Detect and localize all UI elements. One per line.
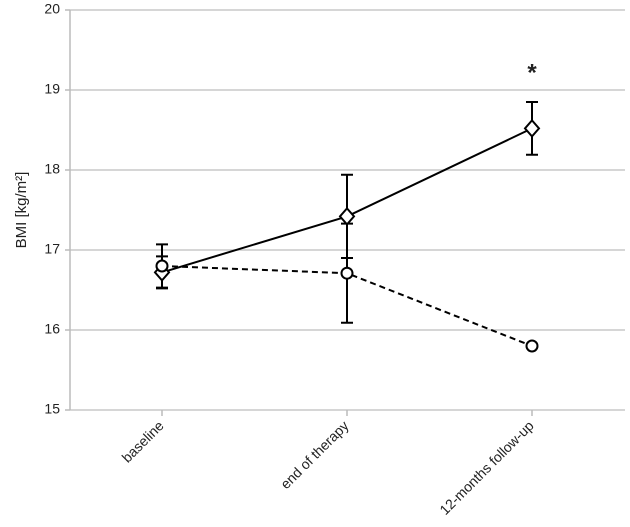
y-tick-label: 16	[44, 321, 60, 337]
x-tick-label: 12-months follow-up	[436, 417, 537, 518]
y-tick-label: 15	[44, 401, 60, 417]
marker	[155, 259, 169, 273]
y-tick-label: 20	[44, 1, 60, 17]
marker	[525, 339, 539, 353]
annotation: *	[527, 59, 537, 86]
y-tick-label: 19	[44, 81, 60, 97]
y-tick-label: 18	[44, 161, 60, 177]
y-tick-label: 17	[44, 241, 60, 257]
x-tick-label: end of therapy	[277, 417, 352, 492]
y-axis-label: BMI [kg/m²]	[13, 172, 30, 249]
x-tick-label: baseline	[119, 417, 167, 465]
marker	[338, 206, 356, 226]
marker	[340, 266, 354, 280]
marker	[523, 118, 541, 138]
